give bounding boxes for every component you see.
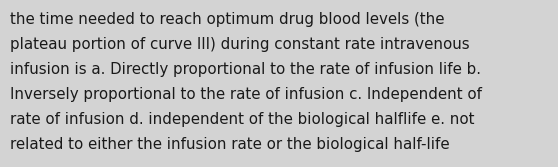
Text: infusion is a. Directly proportional to the rate of infusion life b.: infusion is a. Directly proportional to … xyxy=(10,62,481,77)
Text: plateau portion of curve III) during constant rate intravenous: plateau portion of curve III) during con… xyxy=(10,37,470,52)
Text: rate of infusion d. independent of the biological halflife e. not: rate of infusion d. independent of the b… xyxy=(10,112,474,127)
Text: related to either the infusion rate or the biological half-life: related to either the infusion rate or t… xyxy=(10,137,450,152)
Text: the time needed to reach optimum drug blood levels (the: the time needed to reach optimum drug bl… xyxy=(10,12,445,27)
Text: Inversely proportional to the rate of infusion c. Independent of: Inversely proportional to the rate of in… xyxy=(10,87,482,102)
